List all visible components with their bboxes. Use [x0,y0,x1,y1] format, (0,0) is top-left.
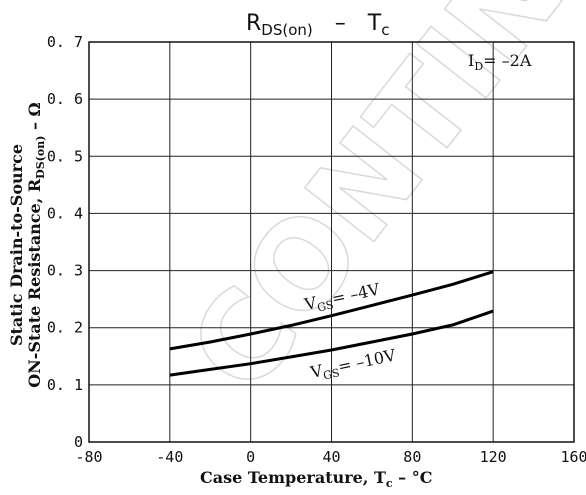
x-axis-label: Case Temperature, Tc – °C [200,468,432,490]
x-tick-label: 80 [403,448,421,466]
y-tick-label: 0 [74,433,83,451]
x-tick-label: 160 [560,448,586,466]
title-dash: – [335,11,346,36]
y-tick-label: 0. 6 [47,90,83,108]
y-tick-label: 0. 1 [47,376,83,394]
svg-text:ON-State Resistance, RDS(on) –: ON-State Resistance, RDS(on) – Ω [25,102,47,388]
title-sub: DS(on) [261,21,312,39]
title-rhs-sub: c [381,21,389,39]
series-line-vgs-4v [169,270,494,351]
y-tick-label: 0. 3 [47,262,83,280]
x-tick-label: 120 [480,448,507,466]
title-main: R [246,11,261,36]
data-series [169,270,494,377]
series-line-vgs-10v [169,309,494,377]
x-tick-label: 40 [322,448,340,466]
tick-labels: -80 -40 0 40 80 120 160 0 0. 1 0. 2 0. 3 0. 4 0. 5 0.… [47,33,586,466]
condition-label: ID= –2A [468,51,532,73]
chart-title: RDS(on) – Tc [246,11,389,39]
y-tick-label: 0. 4 [47,204,83,222]
y-tick-label: 0. 5 [47,147,83,165]
y-tick-label: 0. 2 [47,319,83,337]
plot-frame [88,41,575,443]
x-tick-label: -40 [156,448,183,466]
y-axis-label: Static Drain-to-Source ON-State Resistan… [7,102,47,388]
title-rhs-main: T [367,11,382,36]
svg-text:Static Drain-to-Source: Static Drain-to-Source [7,144,26,346]
x-tick-label: 0 [246,448,255,466]
y-tick-label: 0. 7 [47,33,83,51]
x-tick-label: -80 [75,448,102,466]
